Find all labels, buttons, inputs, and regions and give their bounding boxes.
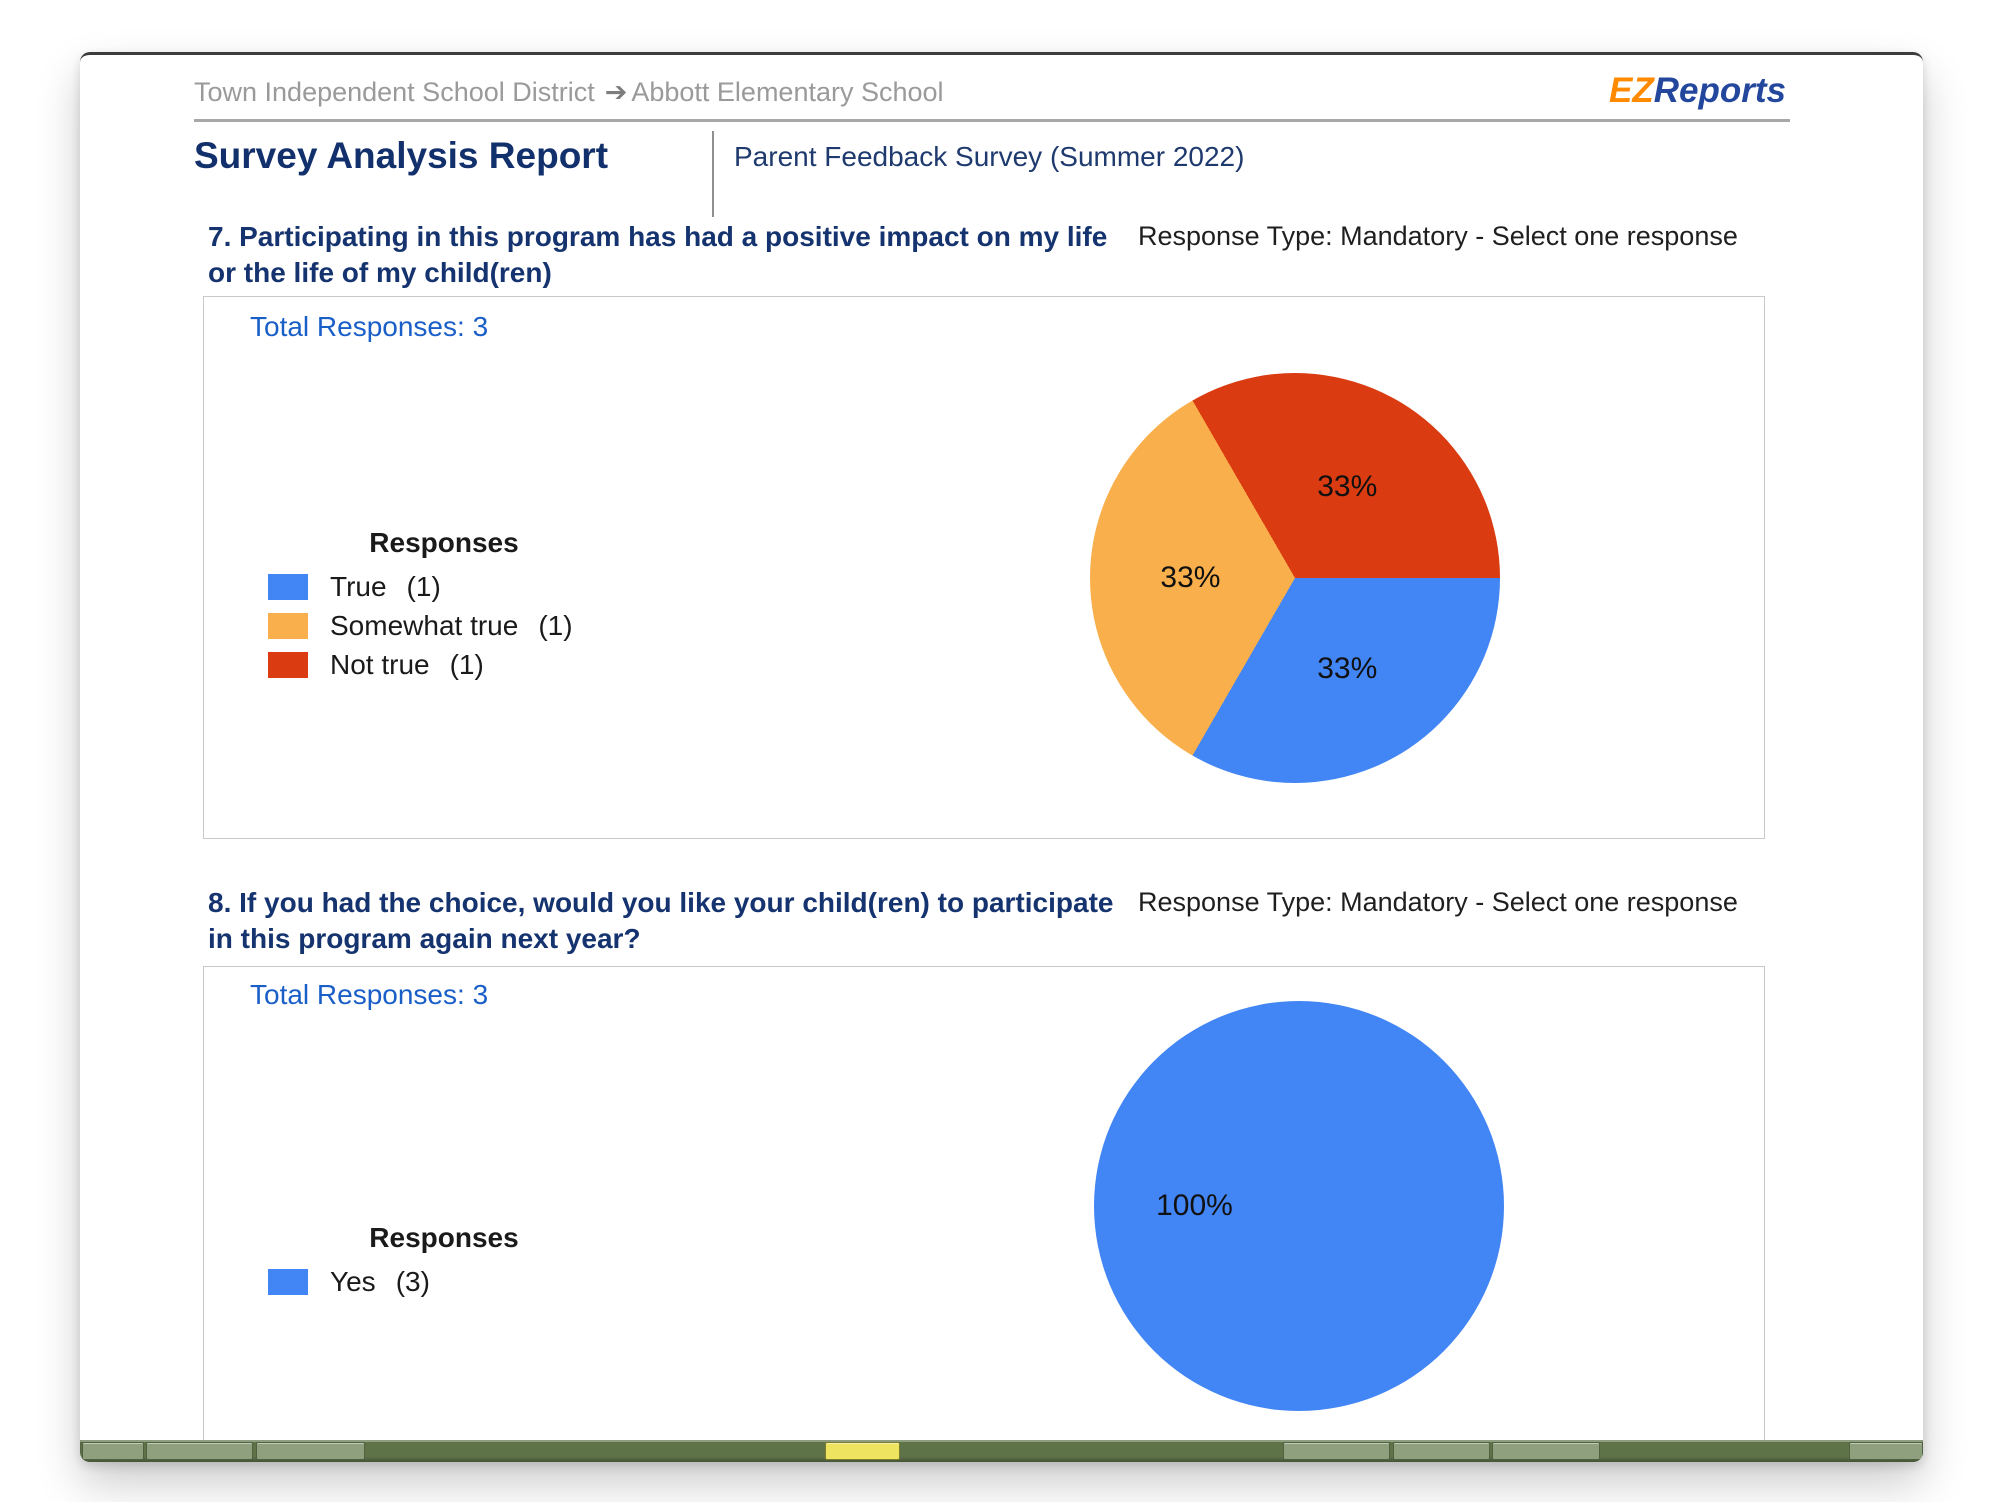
question-7-title: 7. Participating in this program has had… [208,221,1108,288]
taskbar-button[interactable] [1283,1442,1390,1460]
question-8-panel: Total Responses: 3 Responses Yes (3) 100% [203,966,1765,1462]
taskbar-button[interactable] [1849,1442,1923,1460]
question-7-pie-chart: 33% 33% 33% [1090,373,1500,783]
pie-percent-label: 33% [1317,651,1378,685]
ezreports-logo: EZReports [1609,71,1786,111]
legend-swatch [268,652,308,678]
survey-name: Parent Feedback Survey (Summer 2022) [734,141,1245,172]
question-8-title: 8. If you had the choice, would you like… [208,887,1114,954]
legend-count: (3) [395,1266,430,1297]
question-8-total-responses: Total Responses: 3 [250,979,489,1010]
legend-item: Somewhat true (1) [264,610,684,642]
legend-title: Responses [369,1222,519,1253]
legend-swatch [268,613,308,639]
legend-count: (1) [449,649,484,680]
header-divider [194,119,1790,122]
legend-count: (1) [406,571,441,602]
question-7-total-responses: Total Responses: 3 [250,311,489,342]
legend-item: True (1) [264,571,684,603]
legend-label: Not true [330,649,430,680]
legend-swatch [268,574,308,600]
question-8-response-type: Response Type: Mandatory - Select one re… [1138,887,1738,917]
taskbar-button-active[interactable] [825,1442,900,1460]
breadcrumb: Town Independent School District ➔ Abbott … [194,77,944,108]
legend-label: Yes [330,1266,376,1297]
pie-percent-label: 33% [1317,470,1378,504]
question-8-pie-chart: 100% [1094,1001,1504,1411]
legend-item: Yes (3) [264,1266,684,1298]
legend-title: Responses [369,527,519,558]
breadcrumb-school[interactable]: Abbott Elementary School [631,77,944,107]
legend-count: (1) [538,610,573,641]
taskbar-strip [80,1440,1923,1462]
taskbar-button[interactable] [146,1442,253,1460]
legend-label: True [330,571,387,602]
question-7-response-type: Response Type: Mandatory - Select one re… [1138,221,1738,251]
question-7-legend: Responses True (1) Somewhat true (1) Not tru… [264,527,684,688]
breadcrumb-district[interactable]: Town Independent School District [194,77,595,107]
question-7-panel: Total Responses: 3 Responses True (1) Some… [203,296,1765,839]
page-title: Survey Analysis Report [194,135,609,176]
legend-label: Somewhat true [330,610,519,641]
legend-swatch [268,1269,308,1295]
breadcrumb-arrow-icon: ➔ [604,77,628,107]
taskbar-button[interactable] [256,1442,365,1460]
question-8-legend: Responses Yes (3) [264,1222,684,1305]
pie-percent-label: 100% [1156,1189,1233,1222]
taskbar-button[interactable] [1393,1442,1490,1460]
title-divider [712,131,714,217]
taskbar-button[interactable] [1492,1442,1600,1460]
logo-reports: Reports [1653,71,1786,110]
taskbar-button[interactable] [82,1442,144,1460]
legend-item: Not true (1) [264,649,684,681]
logo-ez: EZ [1609,71,1654,110]
pie-percent-label: 33% [1160,561,1221,594]
report-window: Town Independent School District ➔ Abbott … [80,52,1923,1462]
